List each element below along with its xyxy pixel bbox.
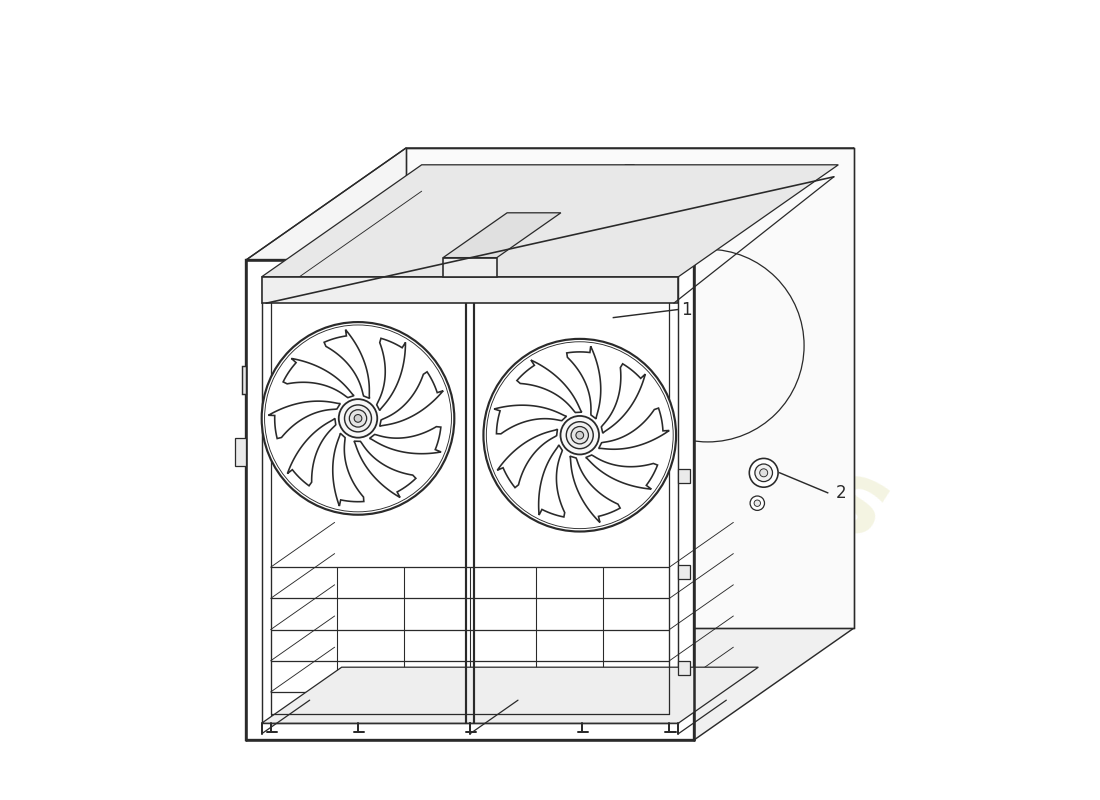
Polygon shape [566,346,601,419]
Polygon shape [598,408,669,450]
Polygon shape [570,456,620,522]
Polygon shape [494,405,566,434]
Polygon shape [262,667,758,723]
Polygon shape [379,372,443,426]
Polygon shape [246,148,854,260]
Circle shape [483,339,676,531]
Circle shape [571,426,588,444]
Polygon shape [602,364,646,433]
Text: a passion for quality since 1985: a passion for quality since 1985 [437,481,792,639]
Polygon shape [262,277,679,723]
Polygon shape [262,277,679,303]
Polygon shape [370,426,441,454]
Circle shape [344,405,372,432]
Polygon shape [287,418,336,486]
Circle shape [760,469,768,477]
Polygon shape [283,358,354,398]
Polygon shape [242,366,246,394]
Polygon shape [324,330,370,398]
Polygon shape [246,260,694,740]
Circle shape [566,422,593,449]
Polygon shape [406,148,854,628]
Circle shape [750,496,764,510]
Text: 1: 1 [681,301,692,318]
Polygon shape [234,438,246,466]
Circle shape [262,322,454,514]
Polygon shape [679,565,690,579]
Polygon shape [694,148,854,740]
Polygon shape [268,401,340,438]
Polygon shape [517,360,582,413]
Polygon shape [333,434,364,506]
Circle shape [350,410,366,427]
Polygon shape [262,165,838,277]
Polygon shape [497,430,558,488]
Circle shape [755,464,772,482]
Polygon shape [585,455,658,489]
Text: eurospares: eurospares [278,237,901,563]
Circle shape [576,431,584,439]
Polygon shape [443,213,561,258]
Circle shape [354,414,362,422]
Circle shape [755,500,760,506]
Polygon shape [354,441,416,498]
Polygon shape [679,469,690,483]
Text: 2: 2 [836,484,846,502]
Circle shape [561,416,600,454]
Polygon shape [539,445,564,517]
Circle shape [749,458,778,487]
Polygon shape [679,661,690,675]
Polygon shape [443,258,497,277]
Circle shape [339,399,377,438]
Polygon shape [376,338,406,410]
Polygon shape [465,165,635,277]
